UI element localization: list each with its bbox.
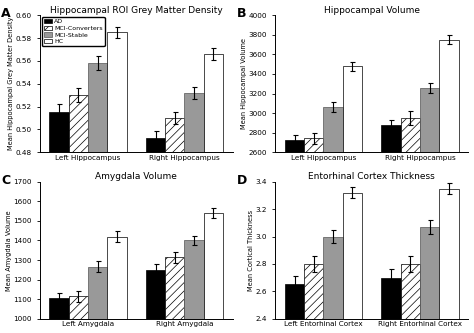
Y-axis label: Mean Hippocampal Grey Matter Density: Mean Hippocampal Grey Matter Density [8, 17, 14, 151]
Title: Hippocampal Volume: Hippocampal Volume [324, 6, 419, 15]
Bar [165, 257, 184, 333]
Bar [204, 213, 223, 333]
Bar [204, 54, 223, 333]
Bar [304, 264, 323, 333]
Bar [420, 88, 439, 333]
Title: Amygdala Volume: Amygdala Volume [95, 172, 177, 181]
Bar [343, 66, 362, 333]
Bar [382, 125, 401, 333]
Bar [285, 141, 304, 333]
Bar [146, 139, 165, 333]
Bar [439, 40, 458, 333]
Bar [439, 189, 458, 333]
Bar [165, 118, 184, 333]
Bar [88, 267, 107, 333]
Text: C: C [1, 173, 10, 186]
Text: A: A [1, 7, 11, 20]
Bar [382, 278, 401, 333]
Y-axis label: Mean Amygdala Volume: Mean Amygdala Volume [6, 210, 11, 291]
Y-axis label: Mean Cortical Thickness: Mean Cortical Thickness [248, 210, 254, 291]
Bar [323, 236, 343, 333]
Bar [184, 93, 204, 333]
Bar [69, 296, 88, 333]
Bar [343, 193, 362, 333]
Bar [49, 112, 69, 333]
Bar [107, 236, 127, 333]
Title: Entorhinal Cortex Thickness: Entorhinal Cortex Thickness [309, 172, 435, 181]
Bar [184, 240, 204, 333]
Bar [304, 139, 323, 333]
Bar [107, 32, 127, 333]
Legend: AD, MCI-Converters, MCI-Stable, HC: AD, MCI-Converters, MCI-Stable, HC [42, 17, 105, 46]
Bar [323, 107, 343, 333]
Title: Hippocampal ROI Grey Matter Density: Hippocampal ROI Grey Matter Density [50, 6, 223, 15]
Bar [49, 298, 69, 333]
Bar [88, 63, 107, 333]
Text: B: B [237, 7, 246, 20]
Bar [401, 264, 420, 333]
Bar [146, 270, 165, 333]
Y-axis label: Mean Hippocampal Volume: Mean Hippocampal Volume [241, 38, 247, 129]
Bar [285, 284, 304, 333]
Bar [420, 227, 439, 333]
Bar [69, 95, 88, 333]
Text: D: D [237, 173, 247, 186]
Bar [401, 118, 420, 333]
